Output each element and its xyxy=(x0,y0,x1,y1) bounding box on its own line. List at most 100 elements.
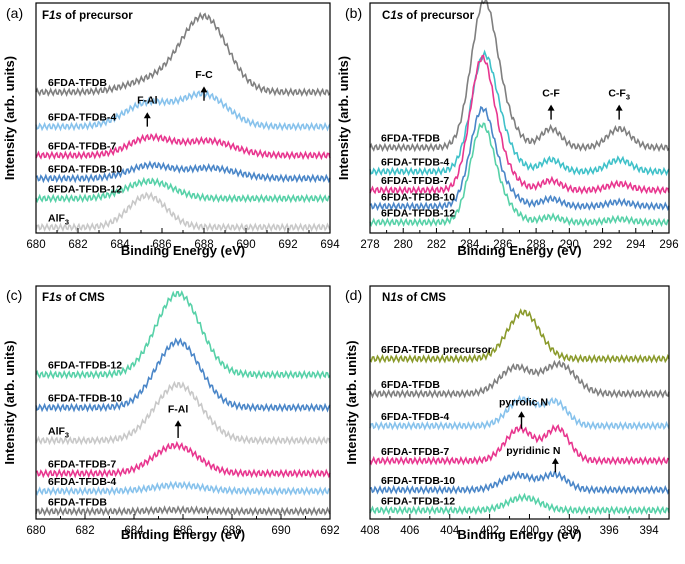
annotation-label: pyrrolic N xyxy=(499,396,548,408)
annotation-label: pyridinic N xyxy=(506,445,560,457)
x-tick-label: 280 xyxy=(394,239,413,251)
x-tick-label: 288 xyxy=(527,239,546,251)
panel-title: F1s of precursor xyxy=(42,10,133,22)
series-line xyxy=(369,54,670,196)
panel-title: F1s of CMS xyxy=(42,292,105,304)
x-tick-label: 682 xyxy=(75,525,94,537)
series-line xyxy=(369,308,670,364)
series-line xyxy=(35,505,331,517)
series-line xyxy=(369,105,670,212)
x-tick-label: 286 xyxy=(493,239,512,251)
series-label: 6FDA-TFDB-7 xyxy=(381,446,449,458)
x-tick-label: 684 xyxy=(110,239,130,251)
series-label: 6FDA-TFDB xyxy=(48,496,107,508)
series-label: 6FDA-TFDB-7 xyxy=(48,458,116,470)
panel-b: 6FDA-TFDB 6FDA-TFDB-4 6FDA-TFDB-7 6FDA-TFDB… xyxy=(336,0,679,258)
series-label: 6FDA-TFDB-12 xyxy=(381,207,455,219)
arrow-head xyxy=(200,86,208,93)
x-tick-label: 680 xyxy=(26,239,45,251)
panel-title: N1s of CMS xyxy=(382,292,446,304)
series-line xyxy=(35,11,331,98)
x-axis-label: Binding Energy (eV) xyxy=(121,527,245,542)
panel-label: (b) xyxy=(345,5,362,21)
x-tick-label: 692 xyxy=(278,239,297,251)
series-label: 6FDA-TFDB-12 xyxy=(48,184,122,196)
arrow-head xyxy=(551,457,559,464)
panel-c: 6FDA-TFDB-12 6FDA-TFDB-10 AlF3 6FDA-TFDB-7 6… xyxy=(2,285,340,542)
series-label: 6FDA-TFDB-4 xyxy=(381,157,449,169)
x-tick-label: 408 xyxy=(360,525,379,537)
x-tick-label: 688 xyxy=(194,239,213,251)
x-tick-label: 398 xyxy=(560,525,579,537)
series-line xyxy=(35,480,331,497)
series-line xyxy=(35,289,331,380)
panel-a: 6FDA-TFDB 6FDA-TFDB-4 6FDA-TFDB-7 6FDA-TFDB… xyxy=(2,2,340,258)
annotation-label: C-F3 xyxy=(608,88,630,102)
x-tick-label: 406 xyxy=(400,525,419,537)
x-tick-label: 680 xyxy=(26,525,45,537)
arrow-head xyxy=(143,112,151,119)
x-tick-label: 686 xyxy=(152,239,171,251)
series-line xyxy=(35,337,331,413)
arrow-head xyxy=(174,420,182,427)
x-tick-label: 690 xyxy=(236,239,255,251)
x-axis-label: Binding Energy (eV) xyxy=(457,243,581,258)
series-label: 6FDA-TFDB precursor xyxy=(381,344,492,356)
x-tick-label: 394 xyxy=(639,525,659,537)
series-label: 6FDA-TFDB xyxy=(381,132,440,144)
panel-label: (a) xyxy=(6,5,23,21)
x-tick-label: 690 xyxy=(271,525,290,537)
series-label: 6FDA-TFDB-12 xyxy=(381,495,455,507)
arrow-head xyxy=(517,411,525,418)
x-tick-label: 686 xyxy=(173,525,192,537)
series-line xyxy=(35,191,331,233)
series-label: 6FDA-TFDB xyxy=(381,379,440,391)
annotation-label: F-Al xyxy=(168,404,188,416)
series-label: AlF3 xyxy=(48,426,69,440)
series-line xyxy=(369,470,670,495)
series-label: 6FDA-TFDB-4 xyxy=(48,476,116,488)
y-axis-label: Intensity (arb. units) xyxy=(336,56,351,180)
x-tick-label: 404 xyxy=(440,525,460,537)
series-label: 6FDA-TFDB-10 xyxy=(381,475,455,487)
x-tick-label: 292 xyxy=(593,239,612,251)
x-axis-label: Binding Energy (eV) xyxy=(457,527,581,542)
series-line xyxy=(369,122,670,228)
series-line xyxy=(35,132,331,161)
x-tick-label: 278 xyxy=(360,239,379,251)
panel-title: C1s of precursor xyxy=(382,10,475,22)
x-tick-label: 296 xyxy=(659,239,678,251)
series-line xyxy=(369,359,670,399)
series-label: AlF3 xyxy=(48,212,69,226)
series-line xyxy=(35,89,331,132)
x-tick-label: 290 xyxy=(560,239,579,251)
series-line xyxy=(35,160,331,184)
x-tick-label: 682 xyxy=(68,239,87,251)
y-axis-label: Intensity (arb. units) xyxy=(2,340,17,464)
panel-d: 6FDA-TFDB precursor 6FDA-TFDB 6FDA-TFDB-4 6… xyxy=(344,285,670,542)
panel-label: (d) xyxy=(345,287,362,303)
annotation-label: F-Al xyxy=(137,95,157,107)
series-label: 6FDA-TFDB-7 xyxy=(381,175,449,187)
plot-frame xyxy=(369,285,670,520)
series-label: 6FDA-TFDB xyxy=(48,77,107,89)
series-label: 6FDA-TFDB-7 xyxy=(48,140,116,152)
arrow-head xyxy=(547,104,555,111)
series-line xyxy=(369,394,670,431)
series-label: 6FDA-TFDB-10 xyxy=(48,163,122,175)
x-tick-label: 684 xyxy=(124,525,144,537)
series-label: 6FDA-TFDB-4 xyxy=(381,411,449,423)
series-line xyxy=(369,492,670,516)
y-axis-label: Intensity (arb. units) xyxy=(2,56,17,180)
series-label: 6FDA-TFDB-10 xyxy=(48,393,122,405)
x-tick-label: 692 xyxy=(320,525,339,537)
series-line xyxy=(35,380,331,446)
x-tick-label: 284 xyxy=(460,239,480,251)
annotation-label: C-F xyxy=(542,88,560,100)
y-axis-label: Intensity (arb. units) xyxy=(344,340,359,464)
x-tick-label: 294 xyxy=(626,239,646,251)
arrow-head xyxy=(615,104,623,111)
x-tick-label: 282 xyxy=(427,239,446,251)
x-tick-label: 688 xyxy=(222,525,241,537)
